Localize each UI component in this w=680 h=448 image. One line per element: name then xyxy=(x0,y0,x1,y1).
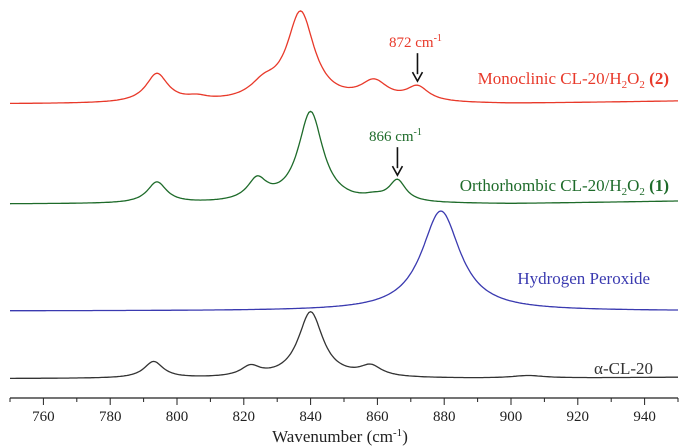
series-label-1-main: Orthorhombic CL-20/H xyxy=(460,176,622,195)
series-line-2 xyxy=(10,210,678,312)
x-axis: 760 780 800 820 840 860 880 900 920 940 xyxy=(9,397,679,425)
annotation-arrow-head-0 xyxy=(411,71,424,83)
series-labels-layer: Monoclinic CL-20/H2O2 (2)Orthorhombic CL… xyxy=(460,69,669,378)
series-label-0: Monoclinic CL-20/H2O2 (2) xyxy=(478,69,669,91)
x-tick-label-760: 760 xyxy=(32,409,55,425)
series-label-2: Hydrogen Peroxide xyxy=(517,269,650,288)
x-axis-title-sup: -1 xyxy=(393,427,402,439)
series-line-3 xyxy=(10,310,678,380)
x-tick-label-820: 820 xyxy=(233,409,256,425)
annotation-label-0-main: 872 cm xyxy=(389,35,434,51)
series-label-0-mid: O xyxy=(627,69,639,88)
series-label-1-bold: (1) xyxy=(645,176,669,195)
series-label-1-sub2: 2 xyxy=(639,186,645,198)
annotation-label-0: 872 cm-1 xyxy=(389,33,442,51)
series-label-3-main: α-CL-20 xyxy=(594,359,653,378)
series-label-0-sub2: 2 xyxy=(639,79,645,91)
annotation-label-1: 866 cm-1 xyxy=(369,127,422,145)
x-tick-label-840: 840 xyxy=(299,409,322,425)
series-label-2-main: Hydrogen Peroxide xyxy=(517,269,650,288)
annotation-label-1-sup: -1 xyxy=(414,127,422,138)
x-tick-label-800: 800 xyxy=(166,409,189,425)
series-label-1: Orthorhombic CL-20/H2O2 (1) xyxy=(460,176,669,198)
x-tick-label-920: 920 xyxy=(567,409,590,425)
series-label-1-sub1: 2 xyxy=(622,186,628,198)
series-label-3: α-CL-20 xyxy=(594,359,653,378)
x-tick-label-860: 860 xyxy=(366,409,389,425)
traces-layer xyxy=(9,10,678,380)
annotation-label-0-sup: -1 xyxy=(434,33,442,44)
x-tick-label-900: 900 xyxy=(500,409,523,425)
x-axis-title-end: ) xyxy=(402,427,408,446)
series-label-1-mid: O xyxy=(627,176,639,195)
series-line-1 xyxy=(9,110,678,205)
x-axis-title: Wavenumber (cm-1) xyxy=(272,427,408,446)
x-tick-label-780: 780 xyxy=(99,409,122,425)
x-axis-title-main: Wavenumber (cm xyxy=(272,427,393,446)
x-tick-label-940: 940 xyxy=(633,409,656,425)
series-label-0-bold: (2) xyxy=(645,69,669,88)
annotation-label-1-main: 866 cm xyxy=(369,129,414,145)
series-label-0-sub1: 2 xyxy=(622,79,628,91)
annotation-arrow-head-1 xyxy=(391,165,404,177)
series-line-0 xyxy=(10,10,678,105)
series-label-0-main: Monoclinic CL-20/H xyxy=(478,69,622,88)
x-tick-label-880: 880 xyxy=(433,409,456,425)
